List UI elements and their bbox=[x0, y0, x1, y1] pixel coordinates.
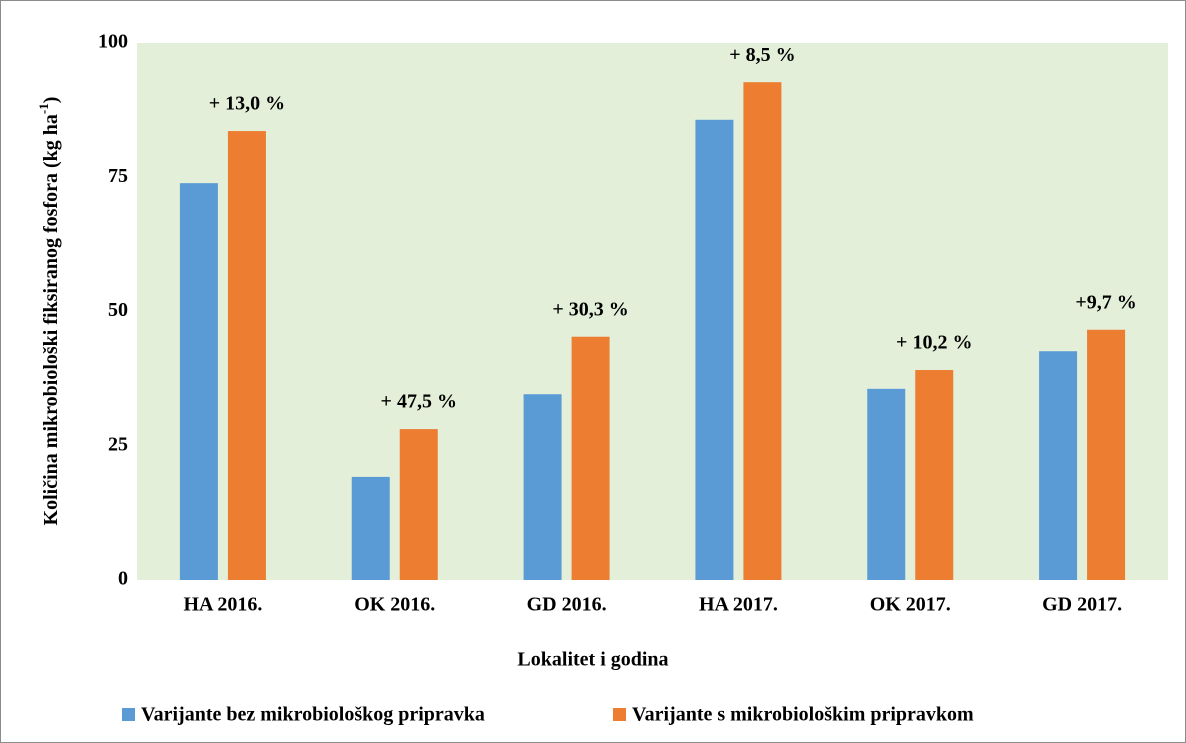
y-axis-label-text: Količina mikrobiološki fiksiranog fosfor… bbox=[40, 114, 62, 525]
annotation: + 8,5 % bbox=[729, 44, 795, 66]
bar bbox=[1087, 329, 1126, 580]
y-axis-label-sup: -1 bbox=[36, 103, 51, 114]
legend-swatch bbox=[613, 708, 626, 721]
bar bbox=[743, 82, 782, 581]
bar bbox=[695, 119, 734, 580]
x-tick-label: GD 2017. bbox=[1042, 594, 1122, 616]
y-tick-label: 0 bbox=[118, 568, 128, 590]
bar bbox=[399, 429, 438, 580]
y-tick-label: 25 bbox=[108, 433, 128, 455]
x-tick-label: GD 2016. bbox=[527, 594, 607, 616]
x-tick-label: OK 2016. bbox=[354, 594, 435, 616]
x-tick-label: OK 2017. bbox=[870, 594, 951, 616]
annotation: + 13,0 % bbox=[209, 93, 285, 115]
legend-label: Varijante bez mikrobiološkog pripravka bbox=[141, 704, 485, 726]
x-tick-label: HA 2016. bbox=[183, 594, 262, 616]
y-axis-label-close: ) bbox=[40, 97, 62, 104]
bar bbox=[227, 131, 266, 580]
plot-area bbox=[137, 43, 1168, 580]
annotation: + 47,5 % bbox=[381, 391, 457, 413]
bar bbox=[867, 388, 906, 580]
annotation: +9,7 % bbox=[1075, 291, 1136, 313]
x-axis-label: Lokalitet i godina bbox=[517, 649, 668, 671]
bar bbox=[915, 370, 954, 580]
legend-swatch bbox=[122, 708, 135, 721]
bar bbox=[571, 336, 610, 580]
x-tick-label: HA 2017. bbox=[699, 594, 778, 616]
bar bbox=[351, 476, 390, 580]
annotation: + 10,2 % bbox=[896, 332, 972, 354]
y-tick-label: 50 bbox=[108, 299, 128, 321]
bar bbox=[179, 183, 218, 581]
y-tick-label: 100 bbox=[98, 31, 128, 53]
bar bbox=[1039, 351, 1078, 580]
bar bbox=[523, 394, 562, 580]
legend-label: Varijante s mikrobiološkim pripravkom bbox=[632, 704, 974, 726]
y-axis-label: Količina mikrobiološki fiksiranog fosfor… bbox=[36, 97, 62, 526]
annotation: + 30,3 % bbox=[552, 298, 628, 320]
y-tick-label: 75 bbox=[108, 165, 128, 187]
